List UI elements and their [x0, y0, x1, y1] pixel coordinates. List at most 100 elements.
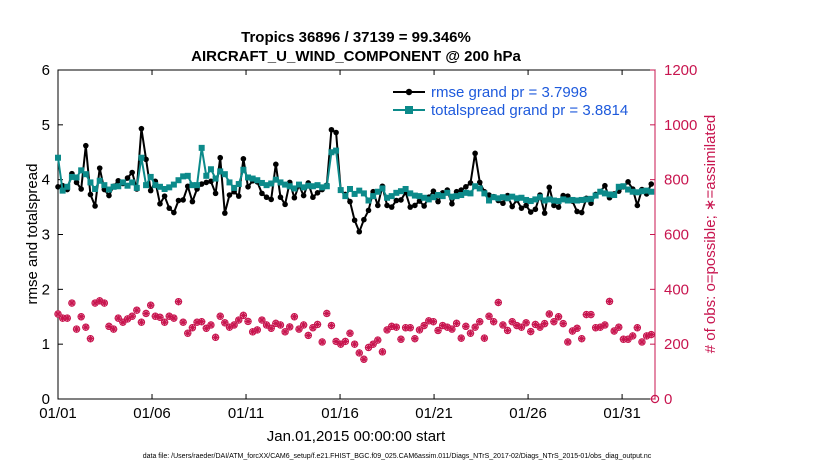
obs-count-point — [137, 318, 146, 326]
spread-point — [263, 182, 270, 189]
spread-point — [601, 190, 608, 197]
obs-assim-stroke — [221, 319, 228, 326]
x-tick-label: 01/26 — [509, 405, 547, 422]
obs-count-point — [573, 324, 581, 332]
obs-assim-stroke — [82, 324, 89, 331]
spread-point — [291, 185, 298, 192]
spread-point — [272, 176, 279, 183]
y-right-tick-label: 1200 — [664, 62, 697, 79]
obs-assim-stroke — [231, 321, 238, 328]
spread-point — [425, 196, 432, 203]
spread-point — [180, 173, 187, 180]
rmse-point — [527, 209, 534, 215]
obs-assim-stroke — [296, 326, 302, 333]
y-axis-right: 0 200 400 600 800 1000 1200 — [650, 62, 697, 408]
rmse-point — [217, 154, 224, 161]
obs-count-point — [262, 321, 271, 329]
obs-assim-stroke — [504, 327, 511, 334]
spread-point — [333, 147, 340, 154]
rmse-point — [472, 150, 478, 157]
obs-count-point — [374, 336, 382, 344]
rmse-point — [546, 184, 553, 191]
obs-count-point — [364, 343, 373, 352]
spread-point — [541, 197, 548, 204]
obs-assim-stroke — [64, 315, 71, 322]
spread-point — [486, 197, 493, 204]
obs-count-point — [415, 326, 424, 334]
spread-point — [532, 196, 539, 203]
rmse-point — [430, 188, 437, 194]
obs-count-point — [54, 310, 62, 318]
obs-count-point — [462, 322, 470, 331]
obs-count-point — [378, 348, 387, 356]
obs-count-point — [258, 316, 266, 324]
spread-point — [198, 144, 205, 151]
obs-assim-stroke — [286, 323, 293, 330]
y-right-tick-label: 600 — [664, 227, 689, 244]
rmse-point — [574, 208, 580, 215]
rmse-point — [143, 156, 149, 163]
spread-point — [115, 183, 122, 190]
obs-count-point — [276, 321, 285, 329]
obs-assim-stroke — [490, 318, 497, 325]
obs-count-series — [54, 297, 660, 404]
rmse-point — [259, 190, 265, 197]
obs-assim-stroke — [166, 313, 173, 320]
obs-assim-stroke — [333, 338, 340, 345]
obs-assim-stroke — [578, 335, 585, 342]
rmse-point — [634, 202, 641, 209]
spread-point — [226, 179, 233, 186]
obs-count-point — [174, 297, 183, 306]
spread-point — [430, 194, 437, 201]
rmse-point — [421, 203, 427, 209]
rmse-point — [198, 181, 205, 187]
obs-count-point — [207, 321, 215, 329]
obs-count-point — [564, 338, 572, 346]
x-tick-label: 01/16 — [321, 405, 359, 422]
obs-assim-stroke — [170, 315, 177, 322]
spread-point — [444, 189, 451, 196]
obs-assim-stroke — [161, 319, 168, 326]
obs-assim-stroke — [87, 335, 94, 342]
obs-assim-stroke — [180, 319, 187, 326]
spread-point — [96, 177, 103, 184]
spread-point — [537, 194, 544, 201]
spread-point — [105, 186, 112, 193]
obs-assim-stroke — [416, 326, 423, 333]
obs-assim-stroke — [397, 336, 404, 343]
rmse-point — [78, 186, 84, 192]
x-tick-label: 01/21 — [415, 405, 453, 422]
spread-point — [402, 185, 409, 192]
obs-assim-stroke — [448, 326, 455, 333]
y-right-tick-label: 0 — [664, 391, 672, 408]
spread-point — [564, 197, 571, 204]
rmse-point — [449, 200, 455, 207]
obs-count-point — [86, 334, 95, 343]
obs-assim-stroke — [133, 307, 140, 314]
y-right-tick-label: 400 — [664, 281, 689, 298]
obs-assim-stroke — [638, 338, 645, 345]
obs-assim-stroke — [601, 321, 608, 328]
rmse-point — [365, 207, 372, 214]
obs-assim-stroke — [476, 318, 483, 325]
obs-assim-stroke — [439, 322, 446, 329]
spread-point — [583, 196, 590, 203]
spread-point — [356, 187, 363, 194]
spread-point — [217, 168, 224, 175]
spread-point — [448, 193, 455, 200]
rmse-point — [333, 129, 339, 136]
obs-count-point — [601, 321, 609, 329]
obs-count-point — [216, 312, 224, 320]
rmse-point — [463, 183, 469, 190]
rmse-point — [92, 203, 98, 209]
rmse-point — [129, 169, 135, 176]
obs-count-point — [522, 319, 530, 327]
obs-assim-stroke — [258, 317, 265, 324]
spread-point — [184, 172, 191, 179]
rmse-point — [245, 183, 251, 190]
rmse-point — [277, 194, 284, 201]
obs-count-point — [156, 313, 164, 321]
y-left-tick-label: 5 — [42, 117, 50, 134]
spread-point — [207, 166, 214, 173]
